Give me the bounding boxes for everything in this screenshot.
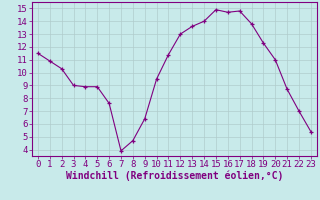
X-axis label: Windchill (Refroidissement éolien,°C): Windchill (Refroidissement éolien,°C) [66,171,283,181]
